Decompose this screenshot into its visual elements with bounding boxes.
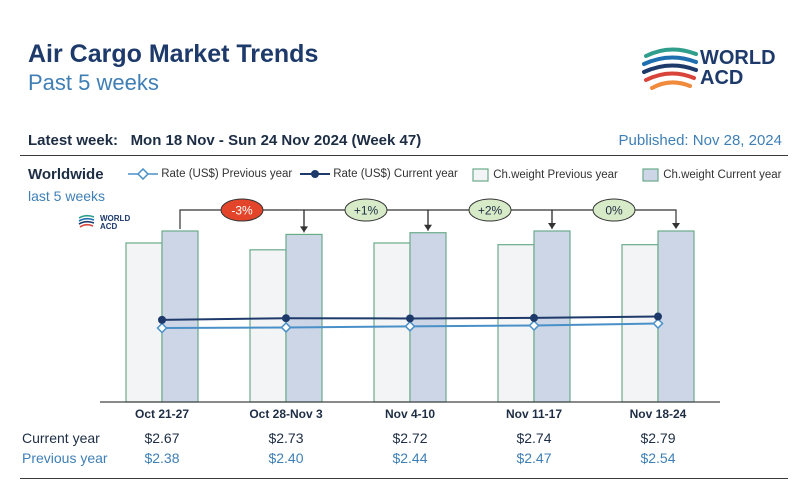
published-date: Published: Nov 28, 2024 <box>618 132 782 149</box>
latest-week: Latest week: Mon 18 Nov - Sun 24 Nov 202… <box>28 132 421 149</box>
x-tick-label: Nov 18-24 <box>630 407 687 421</box>
rate-current-point <box>654 312 662 321</box>
legend-box-icon <box>642 168 659 182</box>
logo-text: WORLD ACD <box>700 48 776 88</box>
arrow-down-icon <box>672 223 680 229</box>
legend-rate-current: Rate (US$) Current year <box>300 168 458 180</box>
chart-watermark: WORLD ACD <box>78 214 130 232</box>
world-acd-small-logo-icon <box>78 214 95 228</box>
logo-text-line2: ACD <box>700 67 744 89</box>
page-title: Air Cargo Market Trends <box>28 40 319 68</box>
previous-year-rate: $2.38 <box>144 450 180 466</box>
footer-divider <box>20 478 788 479</box>
current-year-rate: $2.67 <box>144 430 180 446</box>
legend-label: Rate (US$) Previous year <box>161 168 293 180</box>
x-tick-label: Oct 28-Nov 3 <box>249 407 323 421</box>
bar-weight-previous <box>497 244 535 403</box>
rate-previous-point <box>528 319 540 332</box>
x-tick-label: Oct 21-27 <box>135 407 189 421</box>
legend-line-diamond-icon <box>128 168 158 180</box>
rate-previous-point <box>156 322 168 334</box>
legend-box-icon <box>472 168 489 182</box>
legend-rate-previous: Rate (US$) Previous year <box>128 168 292 180</box>
latest-week-value: Mon 18 Nov - Sun 24 Nov 2024 (Week 47) <box>130 132 422 149</box>
rate-current-point <box>158 315 166 324</box>
x-tick-label: Nov 4-10 <box>385 407 435 421</box>
previous-year-label: Previous year <box>22 450 108 466</box>
legend-weight-current: Ch.weight Current year <box>642 168 781 182</box>
legend-label: Rate (US$) Current year <box>333 168 458 180</box>
rate-current-point <box>406 314 414 323</box>
current-year-rate: $2.73 <box>268 430 304 446</box>
watermark-line1: WORLD <box>100 214 131 223</box>
badges-group: -3% +1% +2% 0% <box>179 198 680 233</box>
legend-weight-previous: Ch.weight Previous year <box>472 168 618 182</box>
legend-label: Ch.weight Previous year <box>493 169 618 181</box>
bar-weight-current <box>533 230 571 403</box>
current-year-rate: $2.74 <box>516 430 552 446</box>
rate-previous-point <box>652 317 664 330</box>
world-acd-logo-icon <box>642 47 698 90</box>
current-year-rate: $2.79 <box>640 430 676 446</box>
bar-weight-previous <box>249 249 287 403</box>
lines-group <box>156 312 664 334</box>
bar-weight-previous <box>373 242 411 403</box>
previous-year-rate: $2.47 <box>516 450 552 466</box>
header-divider <box>20 155 788 156</box>
logo-text-line1: WORLD <box>700 47 776 69</box>
change-badge-label: 0% <box>605 204 623 218</box>
current-year-rate: $2.72 <box>392 430 428 446</box>
x-tick-label: Nov 11-17 <box>506 407 562 421</box>
legend-line-dot-icon <box>300 170 330 178</box>
change-badge <box>344 198 388 222</box>
change-badge <box>220 198 264 222</box>
bar-weight-current <box>161 230 199 403</box>
region-name: Worldwide <box>28 166 104 183</box>
latest-week-label: Latest week: <box>28 132 119 149</box>
region-period: last 5 weeks <box>28 188 106 204</box>
change-badge-label: +1% <box>354 204 379 218</box>
change-badge-label: -3% <box>231 204 253 218</box>
watermark-line2: ACD <box>100 222 118 231</box>
x-ticks-group: Oct 21-27 Oct 28-Nov 3 Nov 4-10 Nov 11-17 No… <box>135 407 687 421</box>
change-badge-label: +2% <box>478 204 503 218</box>
page-subtitle: Past 5 weeks <box>28 70 159 95</box>
previous-year-rate: $2.40 <box>268 450 304 466</box>
rate-current-point <box>530 313 538 322</box>
change-badge <box>468 198 512 222</box>
previous-year-rate: $2.54 <box>640 450 676 466</box>
current-year-label: Current year <box>22 430 100 446</box>
rate-current-point <box>282 314 290 323</box>
legend-label: Ch.weight Current year <box>663 169 782 181</box>
bar-weight-previous <box>125 242 163 403</box>
change-badge <box>592 198 636 222</box>
rate-previous-point <box>404 320 416 332</box>
bar-weight-current <box>657 230 695 403</box>
previous-year-rate: $2.44 <box>392 450 428 466</box>
rate-previous-point <box>280 321 292 334</box>
